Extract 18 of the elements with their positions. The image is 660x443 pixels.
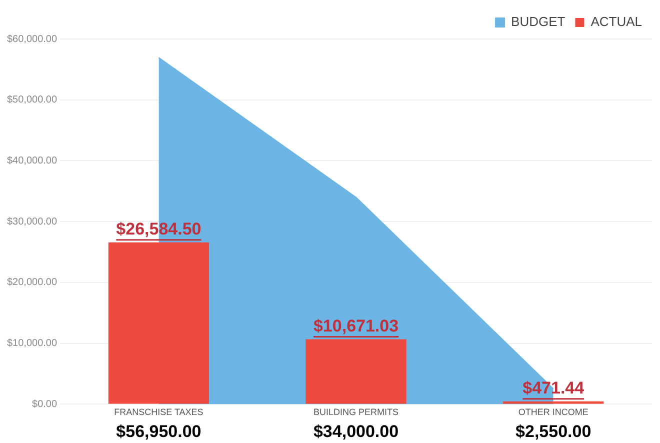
y-tick-label: $50,000.00 [6, 94, 58, 106]
x-tick-label: BUILDING PERMITS [314, 407, 399, 418]
y-tick-label: $10,000.00 [6, 338, 58, 350]
legend-label: BUDGET [511, 14, 566, 30]
data-label: $34,000.00 [313, 422, 399, 442]
y-tick-label: $30,000.00 [6, 216, 58, 228]
y-tick-label: $0.00 [32, 398, 58, 410]
y-tick-label: $60,000.00 [6, 34, 58, 45]
data-label: $2,550.00 [516, 422, 592, 442]
legend-label: ACTUAL [590, 14, 642, 30]
x-tick-label: FRANSCHISE TAXES [114, 407, 204, 418]
data-label: $56,950.00 [116, 422, 202, 442]
y-tick-label: $40,000.00 [6, 155, 58, 166]
bar [306, 339, 406, 404]
y-tick-label: $20,000.00 [6, 277, 58, 288]
data-label: $10,671.03 [313, 316, 399, 336]
x-tick-label: OTHER INCOME [518, 407, 588, 418]
bar [108, 242, 210, 404]
